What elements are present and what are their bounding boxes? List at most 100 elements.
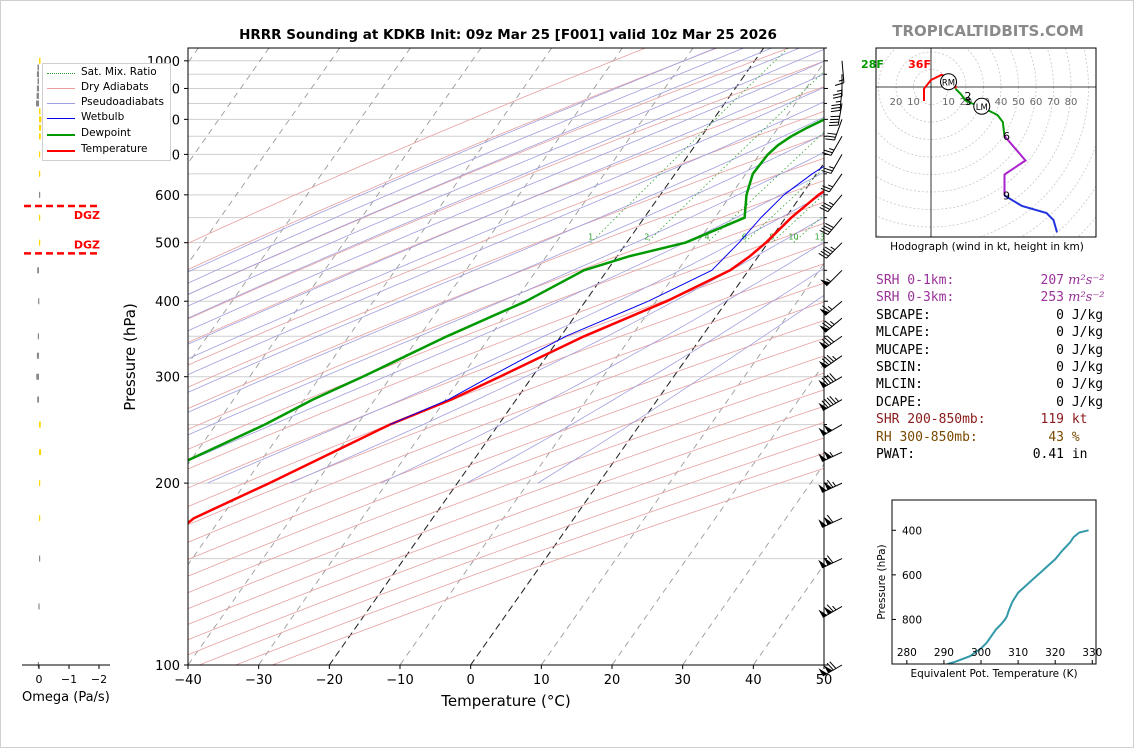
mixing-ratio-label: 13 <box>815 233 825 242</box>
hodograph-segment <box>1003 135 1027 196</box>
omega-bar <box>39 555 41 562</box>
index-unit: J/kg <box>1064 307 1104 323</box>
legend-label: Dewpoint <box>81 127 131 139</box>
barb-flag <box>818 484 827 493</box>
mixing-ratio-label: 16 <box>836 233 846 242</box>
mixing-ratio-line <box>927 48 1134 243</box>
y-tick-label: 600 <box>155 189 180 204</box>
mixing-ratio-line <box>706 131 824 243</box>
barb-staff <box>841 60 845 83</box>
barb-half <box>835 100 841 103</box>
index-label: SRH 0-3km: <box>876 290 955 306</box>
barb-half <box>827 184 834 188</box>
dry-adiabat-line <box>188 319 824 560</box>
omega-bar <box>36 92 39 99</box>
barb-full <box>822 322 831 329</box>
barb-full <box>831 106 841 110</box>
index-row: SRH 0-3km: 253 m²s⁻² <box>876 290 1104 305</box>
legend-label: Wetbulb <box>81 111 125 123</box>
barb-flag <box>818 427 828 436</box>
wind-barb <box>818 373 843 389</box>
hodograph-segment <box>1003 194 1058 233</box>
barb-staff <box>827 194 843 213</box>
barb-half <box>830 321 835 325</box>
barb-flag <box>823 424 833 433</box>
mixing-ratio-label: 20 <box>859 233 869 242</box>
y-tick-label: 200 <box>155 477 180 492</box>
barb-full <box>820 187 830 193</box>
barb-half <box>829 148 835 151</box>
storm-motion-label: LM <box>976 103 988 113</box>
barb-flag <box>823 557 833 566</box>
storm-motion-marker <box>940 73 957 91</box>
dry-adiabat-line <box>188 157 824 410</box>
barb-full <box>826 555 834 564</box>
barb-full <box>824 320 833 327</box>
x-tick-label: 20 <box>604 673 621 688</box>
barb-staff <box>824 300 843 316</box>
theta-x-tick-label: 300 <box>971 647 991 659</box>
wind-barb <box>828 103 843 127</box>
omega-bar <box>39 108 41 115</box>
omega-bar <box>36 373 39 380</box>
barb-flag <box>819 325 829 333</box>
index-row: SRH 0-1km: 207 m²s⁻² <box>876 273 1104 288</box>
wind-barb <box>819 300 843 316</box>
index-value: 253 <box>1040 290 1064 306</box>
wind-barb <box>819 194 843 213</box>
barb-staff <box>826 242 843 259</box>
pseudoadiabat-line <box>188 48 716 273</box>
isotherm-line <box>682 463 824 665</box>
omega-bar <box>39 151 41 158</box>
barb-half <box>829 452 834 457</box>
theta-e-line <box>947 529 1089 664</box>
omega-bar <box>39 214 41 221</box>
barb-full <box>826 514 834 523</box>
isotherm-line <box>540 262 824 665</box>
barb-full <box>825 138 835 141</box>
barb-full <box>822 170 832 174</box>
barb-flag <box>818 379 828 388</box>
omega-bar <box>36 352 39 359</box>
omega-tick-label: −1 <box>61 673 77 686</box>
y-tick-label: 100 <box>155 659 180 674</box>
skewt-legend: Sat. Mix. Ratio Dry Adiabats Pseudoadiab… <box>42 63 171 161</box>
index-label: SRH 0-1km: <box>876 273 955 288</box>
barb-full <box>830 109 841 113</box>
barb-flag <box>818 609 828 618</box>
barb-full <box>819 229 829 235</box>
omega-bar <box>37 333 39 340</box>
hodograph-segment <box>954 88 967 102</box>
wind-barb <box>818 555 843 569</box>
barb-full <box>822 152 832 156</box>
pseudoadiabat-line <box>188 87 824 360</box>
wind-barb <box>818 604 843 618</box>
barb-full <box>826 135 836 138</box>
omega-bar <box>39 170 41 177</box>
x-tick-label: 10 <box>533 673 550 688</box>
barb-full <box>821 227 831 233</box>
barb-staff <box>824 317 843 333</box>
barb-staff <box>834 119 843 141</box>
barb-full <box>821 204 831 210</box>
isotherm-line <box>188 48 553 566</box>
omega-bar <box>37 267 39 274</box>
pseudoadiabat-line <box>537 294 824 484</box>
index-unit: m²s⁻² <box>1064 273 1105 288</box>
barb-half <box>827 306 833 310</box>
hodograph-height-label: 6 <box>1003 130 1010 143</box>
y-tick-label: 300 <box>155 371 180 386</box>
hodograph-panel: 2010102030405060708012369LMRM <box>875 47 1097 238</box>
hodograph-ring-label: 60 <box>1030 97 1043 108</box>
index-row: MUCAPE: 0 J/kg <box>876 343 1103 358</box>
barb-full <box>823 167 833 172</box>
index-value: 207 <box>1040 273 1064 288</box>
wind-barb <box>818 514 843 528</box>
barb-full <box>826 335 835 343</box>
pseudoadiabat-line <box>188 171 824 462</box>
index-row: SBCIN: 0 J/kg <box>876 360 1103 375</box>
dry-adiabat-line <box>188 201 824 450</box>
dry-adiabat-line <box>188 48 789 296</box>
dgz-label: DGZ <box>74 238 100 251</box>
barb-full <box>823 225 832 231</box>
